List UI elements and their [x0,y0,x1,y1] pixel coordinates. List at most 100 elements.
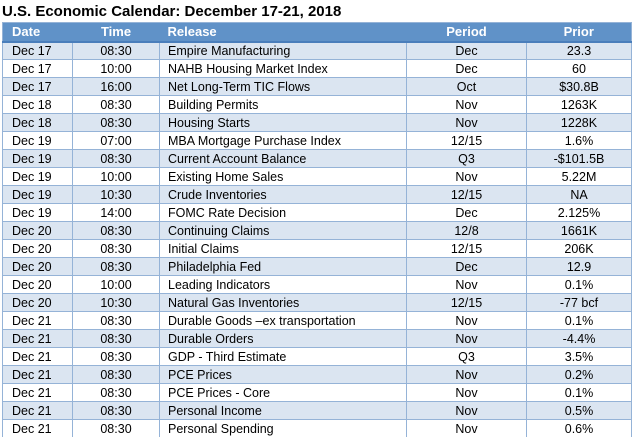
cell-period: Dec [406,59,527,78]
cell-period: 12/8 [406,221,527,240]
cell-period: Nov [406,365,527,384]
table-row: Dec 17 10:00 NAHB Housing Market Index Dec 6… [2,59,632,78]
table-row: Dec 21 08:30 Durable Goods –ex transportat… [2,311,632,330]
table-row: Dec 21 08:30 Personal Income Nov 0.5% [2,401,632,420]
cell-release: MBA Mortgage Purchase Index [159,131,407,150]
cell-period: 12/15 [406,185,527,204]
cell-period: 12/15 [406,131,527,150]
cell-date: Dec 21 [2,419,73,437]
cell-date: Dec 20 [2,293,73,312]
table-row: Dec 18 08:30 Housing Starts Nov 1228K [2,113,632,132]
cell-release: Durable Goods –ex transportation [159,311,407,330]
cell-prior: 2.125% [526,203,632,222]
col-header-time: Time [72,22,160,43]
cell-period: Nov [406,167,527,186]
cell-time: 08:30 [72,221,160,240]
cell-prior: -77 bcf [526,293,632,312]
cell-date: Dec 17 [2,59,73,78]
table-row: Dec 19 10:00 Existing Home Sales Nov 5.22M [2,167,632,186]
cell-date: Dec 19 [2,203,73,222]
col-header-release: Release [159,22,407,43]
cell-release: Current Account Balance [159,149,407,168]
cell-prior: 0.5% [526,401,632,420]
cell-date: Dec 18 [2,95,73,114]
cell-time: 10:00 [72,59,160,78]
cell-release: NAHB Housing Market Index [159,59,407,78]
cell-period: Nov [406,275,527,294]
cell-release: Net Long-Term TIC Flows [159,77,407,96]
cell-time: 14:00 [72,203,160,222]
cell-time: 10:00 [72,275,160,294]
cell-date: Dec 18 [2,113,73,132]
table-row: Dec 20 10:30 Natural Gas Inventories 12/15-… [2,293,632,312]
cell-date: Dec 20 [2,221,73,240]
cell-time: 08:30 [72,329,160,348]
cell-date: Dec 19 [2,149,73,168]
cell-date: Dec 20 [2,239,73,258]
cell-time: 08:30 [72,383,160,402]
cell-time: 08:30 [72,95,160,114]
cell-time: 10:30 [72,293,160,312]
cell-time: 08:30 [72,419,160,437]
cell-prior: 0.1% [526,383,632,402]
col-header-date: Date [2,22,73,43]
cell-date: Dec 17 [2,41,73,60]
cell-prior: 0.2% [526,365,632,384]
table-row: Dec 19 08:30 Current Account Balance Q3 -$10… [2,149,632,168]
cell-prior: NA [526,185,632,204]
cell-time: 16:00 [72,77,160,96]
cell-release: Philadelphia Fed [159,257,407,276]
cell-date: Dec 21 [2,401,73,420]
cell-date: Dec 21 [2,329,73,348]
cell-period: Q3 [406,347,527,366]
table-row: Dec 20 08:30 Philadelphia Fed Dec 12.9 [2,257,632,276]
table-row: Dec 21 08:30 Personal Spending Nov 0.6% [2,419,632,437]
cell-release: Leading Indicators [159,275,407,294]
cell-time: 08:30 [72,365,160,384]
cell-release: PCE Prices - Core [159,383,407,402]
table-row: Dec 19 07:00 MBA Mortgage Purchase Index 12… [2,131,632,150]
cell-period: Dec [406,41,527,60]
cell-time: 08:30 [72,113,160,132]
cell-date: Dec 20 [2,257,73,276]
table-row: Dec 17 08:30 Empire Manufacturing Dec 23.3 [2,41,632,60]
cell-release: Initial Claims [159,239,407,258]
cell-release: Natural Gas Inventories [159,293,407,312]
cell-prior: 0.6% [526,419,632,437]
cell-release: Personal Spending [159,419,407,437]
cell-prior: 60 [526,59,632,78]
cell-period: Nov [406,113,527,132]
table-row: Dec 21 08:30 PCE Prices - Core Nov 0.1% [2,383,632,402]
cell-prior: 12.9 [526,257,632,276]
cell-date: Dec 17 [2,77,73,96]
cell-date: Dec 21 [2,383,73,402]
cell-prior: 206K [526,239,632,258]
cell-time: 08:30 [72,311,160,330]
cell-prior: 3.5% [526,347,632,366]
cell-release: Existing Home Sales [159,167,407,186]
cell-period: Oct [406,77,527,96]
cell-release: Housing Starts [159,113,407,132]
cell-prior: 0.1% [526,275,632,294]
cell-time: 08:30 [72,41,160,60]
cell-release: Building Permits [159,95,407,114]
table-row: Dec 20 10:00 Leading Indicators Nov 0.1% [2,275,632,294]
page-title: U.S. Economic Calendar: December 17-21, … [2,3,342,20]
cell-date: Dec 19 [2,167,73,186]
col-header-period: Period [406,22,527,43]
cell-period: Nov [406,95,527,114]
cell-time: 08:30 [72,239,160,258]
cell-period: Q3 [406,149,527,168]
cell-period: 12/15 [406,293,527,312]
cell-prior: 1661K [526,221,632,240]
cell-time: 08:30 [72,347,160,366]
cell-release: PCE Prices [159,365,407,384]
cell-prior: 1228K [526,113,632,132]
cell-period: Nov [406,419,527,437]
table-row: Dec 17 16:00 Net Long-Term TIC Flows Oct $30… [2,77,632,96]
cell-release: FOMC Rate Decision [159,203,407,222]
table-row: Dec 20 08:30 Continuing Claims 12/8 1661K [2,221,632,240]
cell-period: Nov [406,383,527,402]
cell-date: Dec 20 [2,275,73,294]
